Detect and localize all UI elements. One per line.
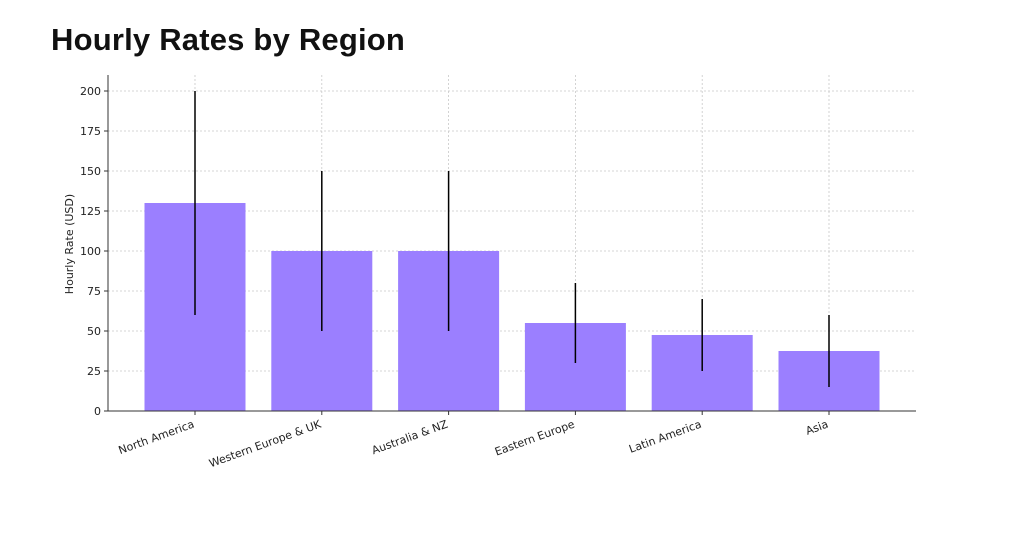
y-axis-title: Hourly Rate (USD) (63, 194, 76, 294)
y-tick-label: 125 (80, 205, 101, 218)
y-tick-label: 25 (87, 365, 101, 378)
x-tick-label: Eastern Europe (493, 418, 577, 459)
error-bars (194, 91, 830, 387)
x-tick-label: Latin America (627, 418, 703, 456)
y-tick-label: 100 (80, 245, 101, 258)
y-tick-label: 150 (80, 165, 101, 178)
x-tick-label: Asia (804, 418, 830, 438)
y-tick-label: 75 (87, 285, 101, 298)
x-tick-label: Western Europe & UK (207, 417, 323, 470)
axes (104, 75, 916, 415)
y-tick-label: 200 (80, 85, 101, 98)
y-tick-label: 175 (80, 125, 101, 138)
page-title: Hourly Rates by Region (51, 22, 406, 57)
y-tick-label: 0 (94, 405, 101, 418)
bars (144, 203, 880, 411)
y-tick-label: 50 (87, 325, 101, 338)
x-tick-label: North America (117, 418, 196, 457)
x-tick-label: Australia & NZ (370, 417, 450, 457)
